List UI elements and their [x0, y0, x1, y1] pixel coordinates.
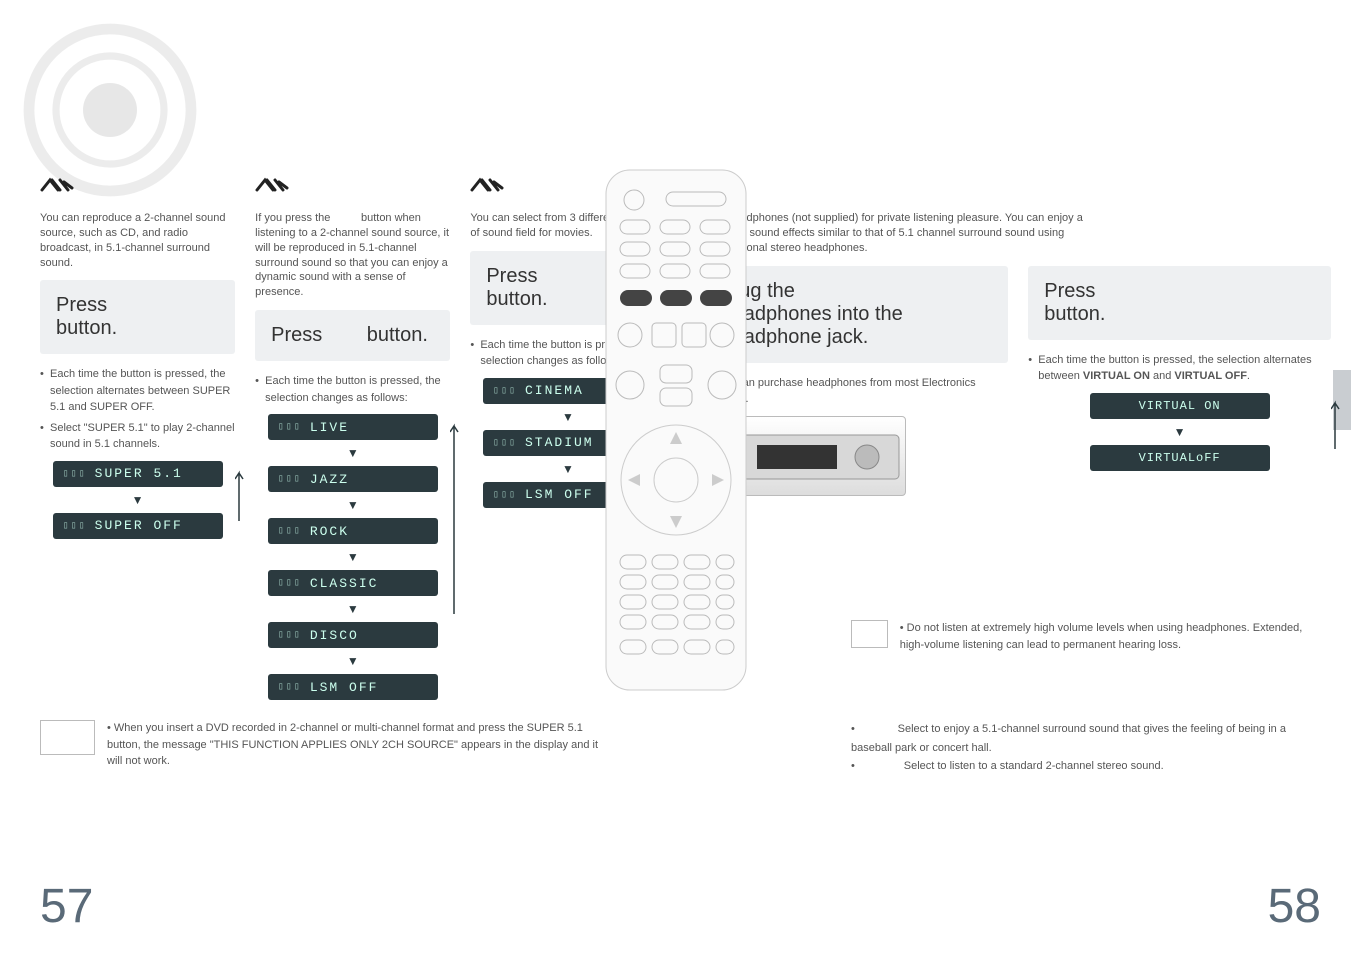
down-arrow-icon: ▼ [347, 602, 359, 616]
step-box: Press button. [40, 280, 235, 354]
note-box: • When you insert a DVD recorded in 2-ch… [40, 720, 607, 770]
press-sub: button. [367, 324, 428, 346]
lcd-sequence: VIRTUAL ON ▼ VIRTUALoFF [1028, 393, 1331, 471]
lcd-sequence: ▯▯▯SUPER 5.1 ▼ ▯▯▯SUPER OFF [40, 461, 235, 539]
list-item: • Select to enjoy a 5.1-channel surround… [851, 720, 1311, 757]
bullet-list: Each time the button is pressed, the sel… [40, 366, 235, 453]
list-item: Each time the button is pressed, the sel… [1028, 352, 1331, 385]
intro-text: If you press the button when listening t… [255, 211, 450, 300]
list-item: • Select to listen to a standard 2-chann… [851, 757, 1311, 776]
right-notes: • Select to enjoy a 5.1-channel surround… [851, 720, 1311, 776]
caution-text: • Do not listen at extremely high volume… [900, 620, 1311, 653]
press-sub: button. [56, 317, 117, 339]
down-arrow-icon: ▼ [562, 410, 574, 424]
intro-text: You can reproduce a 2-channel sound sour… [40, 211, 235, 270]
hand-icon [40, 170, 80, 200]
list-item: Select "SUPER 5.1" to play 2-channel sou… [40, 420, 235, 453]
press-label: Press [56, 294, 107, 316]
note-label [40, 720, 95, 755]
lcd-sequence: ▯▯▯LIVE ▼ ▯▯▯JAZZ ▼ ▯▯▯ROCK ▼ ▯▯▯CLASSIC… [255, 414, 450, 700]
intro-text: Use headphones (not supplied) for privat… [706, 211, 1126, 256]
hand-icon [470, 170, 510, 200]
down-arrow-icon: ▼ [562, 462, 574, 476]
lcd-display: ▯▯▯JAZZ [268, 466, 438, 492]
press-sub: button. [486, 288, 547, 310]
lcd-display: ▯▯▯DISCO [268, 622, 438, 648]
note-text: • When you insert a DVD recorded in 2-ch… [107, 720, 607, 770]
page-number-right: 58 [1268, 879, 1321, 934]
down-arrow-icon: ▼ [347, 654, 359, 668]
hand-icon [255, 170, 295, 200]
lcd-display: VIRTUALoFF [1090, 445, 1270, 471]
loop-arrow-icon [235, 469, 253, 529]
step-box: Press button. [255, 310, 450, 361]
lcd-display: ▯▯▯SUPER OFF [53, 513, 223, 539]
virtual-hp-column: Press button. Each time the button is pr… [1028, 266, 1331, 496]
down-arrow-icon: ▼ [347, 498, 359, 512]
lcd-display: ▯▯▯ROCK [268, 518, 438, 544]
remote-illustration [586, 160, 766, 700]
lcd-display: ▯▯▯SUPER 5.1 [53, 461, 223, 487]
caution-box: • Do not listen at extremely high volume… [851, 620, 1311, 653]
lcd-display: ▯▯▯CLASSIC [268, 570, 438, 596]
bullet-list: Each time the button is pressed, the sel… [255, 373, 450, 406]
loop-arrow-icon [450, 422, 468, 622]
press-label: Press [486, 265, 537, 287]
press-sub: button. [1044, 303, 1105, 325]
list-item: Each time the button is pressed, the sel… [255, 373, 450, 406]
bullet-list: Each time the button is pressed, the sel… [1028, 352, 1331, 385]
loop-arrow-icon [1331, 399, 1347, 457]
press-label: Press [271, 324, 322, 346]
lcd-display: ▯▯▯LIVE [268, 414, 438, 440]
lsm-music-column: If you press the button when listening t… [255, 170, 450, 700]
down-arrow-icon: ▼ [1174, 425, 1186, 439]
lcd-display: VIRTUAL ON [1090, 393, 1270, 419]
list-item: Each time the button is pressed, the sel… [40, 366, 235, 416]
down-arrow-icon: ▼ [347, 446, 359, 460]
press-label: Press [1044, 280, 1095, 302]
lcd-display: ▯▯▯LSM OFF [268, 674, 438, 700]
super51-column: You can reproduce a 2-channel sound sour… [40, 170, 235, 700]
down-arrow-icon: ▼ [132, 493, 144, 507]
caution-label [851, 620, 888, 648]
page-number-left: 57 [40, 879, 93, 934]
left-page: You can reproduce a 2-channel sound sour… [40, 170, 666, 700]
down-arrow-icon: ▼ [347, 550, 359, 564]
step-box: Press button. [1028, 266, 1331, 340]
